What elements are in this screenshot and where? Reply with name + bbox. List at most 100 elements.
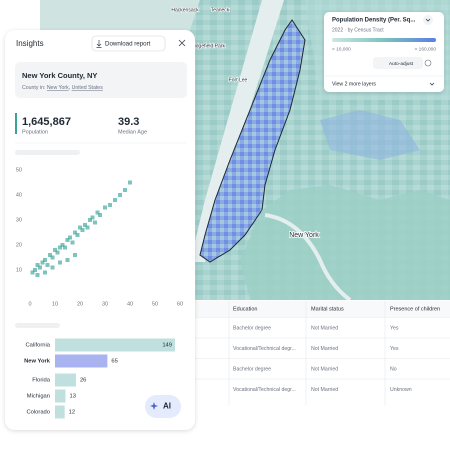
download-button[interactable] xyxy=(91,35,166,52)
density-cell xyxy=(98,213,102,217)
density-cell xyxy=(93,220,97,225)
info-icon[interactable] xyxy=(424,59,432,67)
column-header[interactable]: Marital status xyxy=(311,306,344,312)
download-label[interactable]: Download report xyxy=(105,41,151,48)
place-subline: County in: New York, United States xyxy=(22,85,103,91)
layer-title: Population Density (Per. Sq... xyxy=(332,18,416,24)
density-cell xyxy=(38,265,42,270)
bar xyxy=(55,373,76,387)
density-cell xyxy=(63,245,67,250)
column-header[interactable]: Presence of children xyxy=(390,306,440,312)
density-cell xyxy=(58,245,62,250)
value-label: 12 xyxy=(69,410,75,416)
table-cell: Vocational/Technical degr... xyxy=(233,346,296,352)
density-cell xyxy=(123,188,127,192)
data-table: Education Marital status Presence of child… xyxy=(195,300,450,405)
density-cell xyxy=(78,225,82,230)
density-cell xyxy=(45,263,50,267)
place-name: New York County, NY xyxy=(22,71,97,80)
category-label: New York xyxy=(24,359,51,365)
place-link[interactable]: United States xyxy=(72,85,104,91)
category-label: Florida xyxy=(32,378,50,384)
y-tick-label: 20 xyxy=(16,242,22,248)
map-region xyxy=(320,110,420,160)
manhattan xyxy=(199,19,306,263)
value-label: 13 xyxy=(69,394,75,400)
map-label: New York xyxy=(289,232,319,239)
density-cell xyxy=(48,253,52,257)
bar xyxy=(55,354,108,368)
skeleton xyxy=(15,323,60,328)
density-cell xyxy=(90,215,95,220)
density-cell xyxy=(30,270,35,275)
bar xyxy=(55,405,65,419)
river xyxy=(264,213,352,300)
table-cell: Unknown xyxy=(390,387,412,393)
density-cell xyxy=(50,255,55,260)
density-cell xyxy=(50,265,55,270)
stat-accent xyxy=(15,113,17,134)
map-label: Teaneck xyxy=(211,7,230,13)
density-cell xyxy=(75,233,80,237)
value-label: 65 xyxy=(111,359,117,365)
density-cell xyxy=(108,203,112,207)
density-cell xyxy=(53,248,57,252)
x-tick-label: 60 xyxy=(177,301,183,307)
chevron xyxy=(425,18,431,22)
chevron xyxy=(429,82,435,86)
table-cell: Vocational/Technical degr... xyxy=(233,387,296,393)
auto-adjust-button[interactable] xyxy=(373,57,423,69)
density-cell xyxy=(68,235,72,240)
density-cell xyxy=(35,263,40,267)
stat-label: Median Age xyxy=(118,129,147,135)
density-cell xyxy=(55,250,60,255)
panel-bg xyxy=(324,12,444,92)
x-tick-label: 30 xyxy=(102,301,108,307)
layer-subtitle: 2022 · by Census Tract xyxy=(332,27,384,33)
table-cell: Bachelor degree xyxy=(233,325,271,331)
table-cell: Yes xyxy=(390,346,399,352)
layer-panel: Population Density (Per. Sq... 2022 · by … xyxy=(324,12,444,92)
table-cell: Bachelor degree xyxy=(233,366,271,372)
table-cell: Not Married xyxy=(311,366,338,372)
density-cell xyxy=(43,258,47,262)
column-header[interactable]: Education xyxy=(233,306,257,312)
map-labels: Hackensack Teaneck Ridgefield Park Fort Lee… xyxy=(171,7,320,240)
stat-label: Population xyxy=(22,129,48,135)
place-link[interactable]: New York xyxy=(47,85,69,91)
value-label: 149 xyxy=(162,343,172,349)
x-tick-label: 20 xyxy=(77,301,83,307)
density-cell xyxy=(113,198,117,202)
close-button[interactable] xyxy=(178,39,186,47)
category-label: Michigan xyxy=(27,394,50,400)
insights-panel: Insights Download report New York County, … xyxy=(5,30,195,430)
table-cell: No xyxy=(390,366,397,372)
auto-adjust-label[interactable]: Auto-adjust xyxy=(389,61,414,67)
bar xyxy=(55,338,175,352)
density-cell xyxy=(95,210,100,215)
y-tick-label: 40 xyxy=(16,192,22,198)
density-cell xyxy=(128,180,132,185)
legend-max: > 160,000 xyxy=(415,46,437,52)
y-tick-label: 10 xyxy=(16,267,22,273)
density-cell xyxy=(73,253,77,257)
sparkle-icon xyxy=(150,402,158,410)
density-cell xyxy=(70,240,75,245)
panel-title: Insights xyxy=(16,39,44,48)
table-cell: Yes xyxy=(390,325,399,331)
ai-label[interactable]: AI xyxy=(163,402,171,411)
density-cell xyxy=(103,205,107,210)
stat-value: 1,645,867 xyxy=(22,116,71,128)
map-label: Fort Lee xyxy=(229,77,248,83)
density-cell xyxy=(88,218,92,222)
x-tick-label: 40 xyxy=(127,301,133,307)
table-header-bg xyxy=(195,301,450,317)
separator: , xyxy=(69,85,70,91)
map-region xyxy=(240,185,450,300)
ai-button[interactable] xyxy=(145,395,181,418)
map-label: Ridgefield Park xyxy=(191,43,225,49)
table-cell: Not Married xyxy=(311,346,338,352)
more-layers[interactable]: View 2 more layers xyxy=(332,81,376,87)
dropdown-button[interactable] xyxy=(423,15,433,25)
